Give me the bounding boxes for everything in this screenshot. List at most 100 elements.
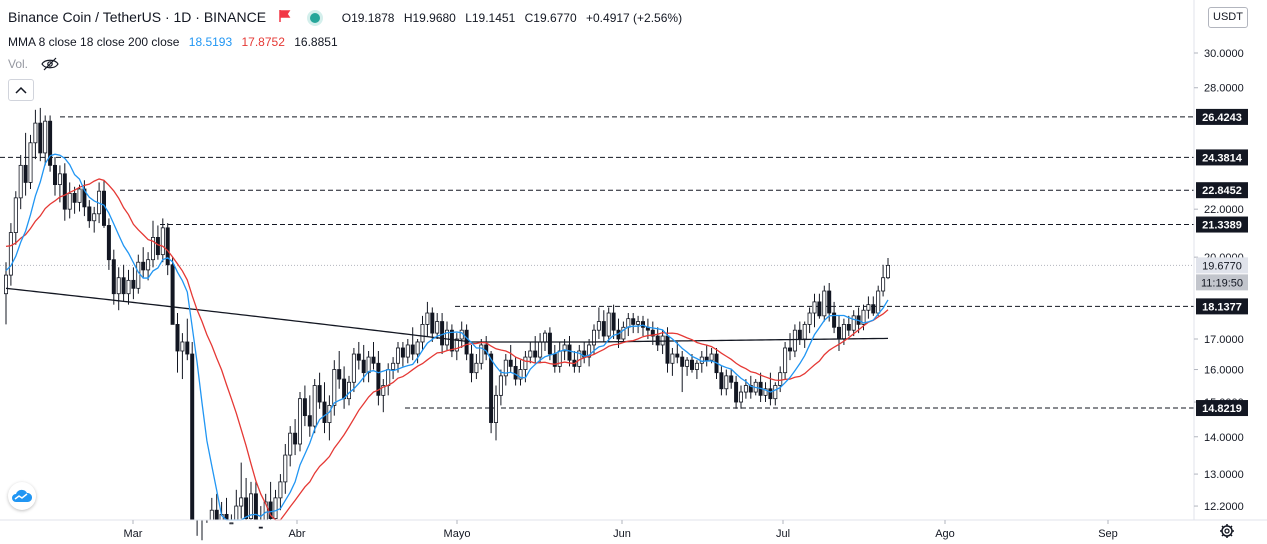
candle-body <box>449 329 454 352</box>
candle-body <box>587 344 592 358</box>
currency-button[interactable]: USDT <box>1208 7 1248 28</box>
candle-body <box>768 388 773 400</box>
ma18-value: 17.8752 <box>241 35 285 49</box>
price-level-label: 21.3389 <box>1202 220 1242 232</box>
candle-body <box>440 321 445 346</box>
symbol-title[interactable]: Binance Coin / TetherUS · 1D · BINANCE <box>8 9 267 25</box>
candle-body <box>356 353 361 361</box>
candle-body <box>209 509 214 521</box>
candle-body <box>185 341 190 355</box>
horizontal-levels <box>0 116 1194 409</box>
candle-body <box>636 321 641 325</box>
candle-body <box>126 279 131 295</box>
candle-body <box>116 277 121 295</box>
price-tick-label: 13.0000 <box>1204 469 1244 481</box>
candle-body <box>685 359 690 367</box>
candle-body <box>244 497 249 519</box>
candle-body <box>381 385 386 396</box>
candle-body <box>342 378 347 400</box>
indicator-row[interactable]: MMA 8 close 18 close 200 close 18.5193 1… <box>8 35 338 49</box>
gear-icon[interactable] <box>1219 523 1235 544</box>
candle-body <box>13 197 18 233</box>
moving-averages <box>5 153 889 521</box>
candle-body <box>337 369 342 380</box>
candle-body <box>734 381 739 403</box>
price-level-label: 26.4243 <box>1202 112 1242 124</box>
candle-body <box>474 362 479 374</box>
candle-body <box>346 381 351 400</box>
price-tick-label: 12.2000 <box>1204 501 1244 513</box>
candle-body <box>435 321 440 334</box>
last-price-badge <box>1196 257 1248 274</box>
candle-body <box>102 190 107 226</box>
candle-body <box>503 359 508 377</box>
candle-body <box>498 375 503 396</box>
candle-body <box>547 332 552 355</box>
candle-body <box>675 353 680 358</box>
candle-body <box>317 385 322 403</box>
volume-label[interactable]: Vol. <box>8 57 29 71</box>
last-price-label: 19.6770 <box>1202 260 1242 272</box>
candle-body <box>493 394 498 423</box>
candle-body <box>395 347 400 364</box>
candle-body <box>876 290 881 314</box>
candle-body <box>430 312 435 334</box>
candle-body <box>302 398 307 417</box>
candle-body <box>670 353 675 364</box>
time-axis: Mar Abr Mayo Jun Jul Ago Sep <box>124 520 1118 540</box>
candle-body <box>641 321 646 328</box>
candle-body <box>739 391 744 403</box>
time-tick-label: Jun <box>613 528 631 540</box>
candle-body <box>28 142 33 183</box>
candle-body <box>690 359 695 370</box>
low-value: L19.1451 <box>465 11 516 25</box>
candle-body <box>307 415 312 427</box>
candle-body <box>626 318 631 328</box>
indicator-label[interactable]: MMA 8 close 18 close 200 close <box>8 35 180 49</box>
candle-body <box>802 324 807 340</box>
candle-body <box>567 344 572 361</box>
candle-body <box>489 353 494 423</box>
ohlc-values: O19.1878 H19.9680 L19.1451 C19.6770 +0.4… <box>342 11 688 25</box>
price-tick-label: 22.0000 <box>1204 204 1244 216</box>
candle-body <box>538 341 543 358</box>
candle-body <box>332 369 337 406</box>
eye-crossed-icon[interactable] <box>41 57 60 74</box>
price-level-badge <box>1196 298 1248 315</box>
tradingview-cloud-icon[interactable] <box>8 482 36 510</box>
high-value: H19.9680 <box>403 11 456 25</box>
candle-body <box>444 329 449 346</box>
candle-body <box>371 356 376 364</box>
candle-body <box>788 347 793 352</box>
price-level-label: 22.8452 <box>1202 185 1242 197</box>
candle-body <box>562 344 567 352</box>
candle-body <box>322 401 327 423</box>
candle-body <box>170 264 175 325</box>
candle-body <box>121 277 126 295</box>
candle-body <box>150 237 155 261</box>
price-level-badge <box>1196 216 1248 233</box>
candles <box>4 107 891 541</box>
volume-row[interactable]: Vol. <box>8 57 60 74</box>
candle-body <box>841 324 846 340</box>
price-level-badge <box>1196 108 1248 125</box>
candle-body <box>386 369 391 386</box>
candle-body <box>866 304 871 311</box>
change-value: +0.4917 (+2.56%) <box>586 11 683 25</box>
candle-body <box>596 321 601 331</box>
candle-body <box>376 362 381 396</box>
candle-body <box>4 274 9 295</box>
candle-body <box>518 369 523 380</box>
time-tick-label: Abr <box>288 528 305 540</box>
candle-body <box>106 225 111 261</box>
countdown-label: 11:19:50 <box>1201 277 1243 289</box>
candle-body <box>351 353 356 383</box>
candle-body <box>38 122 43 154</box>
price-level-badge <box>1196 149 1248 166</box>
chevron-up-icon[interactable] <box>8 79 34 101</box>
flag-icon[interactable] <box>278 9 292 26</box>
candle-body <box>601 321 606 337</box>
price-level-badge <box>1196 182 1248 199</box>
candle-body <box>366 356 371 374</box>
